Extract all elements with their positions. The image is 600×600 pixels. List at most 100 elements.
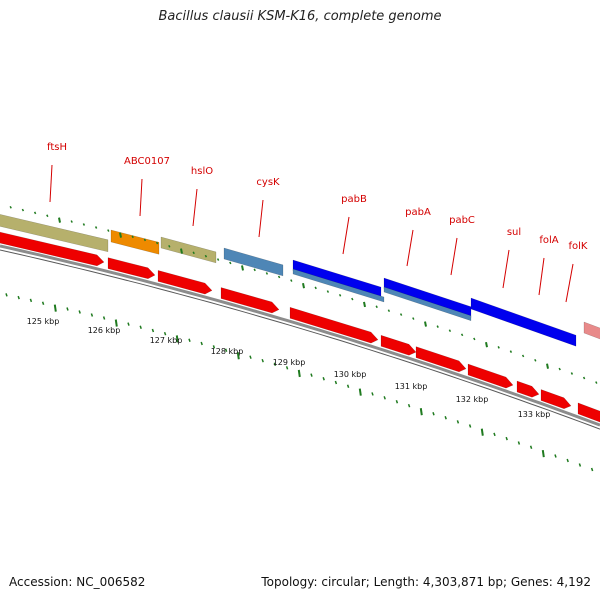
scale-tick [21,208,25,212]
scale-tick [70,220,73,223]
scale-tick [590,467,594,472]
kbp-axis-label: 133 kbp [518,410,551,419]
kbp-axis-label: 126 kbp [88,326,121,335]
cds-arrow [415,346,467,373]
gene-label: folK [569,241,588,252]
scale-tick [78,310,81,314]
gene-label: cysK [256,177,280,188]
scale-tick [175,335,179,343]
scale-tick [460,333,464,337]
scale-tick [180,248,183,254]
scale-tick [432,411,435,416]
scale-tick [168,244,171,248]
scale-tick [9,205,12,209]
scale-tick [399,313,403,316]
scale-tick [424,321,427,327]
gene-pointer-line [192,188,198,227]
scale-tick [456,420,460,424]
scale-tick [534,358,537,362]
scale-tick [326,290,330,293]
gene-pointer-line [565,263,574,303]
scale-tick [521,354,525,358]
gene-pointer-line [49,164,53,203]
scale-tick [546,363,549,369]
scale-tick [273,362,277,366]
scale-tick [82,223,86,226]
scale-tick [224,348,228,353]
scale-tick [53,304,57,312]
feature-bar [110,229,160,255]
gene-pointer-line [342,216,350,255]
scale-tick [94,226,98,229]
gene-label: pabC [449,215,475,226]
gene-pointer-line [538,257,545,296]
scale-tick [119,232,122,238]
scale-tick [200,341,203,346]
gene-label: ftsH [47,142,67,153]
scale-tick [566,458,569,463]
scale-tick [265,272,269,275]
scale-tick [216,258,220,261]
scale-tick [285,366,289,370]
cds-arrow [107,257,156,280]
scale-tick [261,358,264,363]
scale-tick [302,283,305,289]
scale-tick [444,416,447,420]
scale-tick [163,331,167,336]
kbp-axis-label: 128 kbp [211,347,244,356]
scale-tick [151,328,155,333]
scale-tick [395,399,399,404]
scale-tick [139,325,142,330]
kbp-axis-label: 127 kbp [150,336,183,345]
cds-arrow [467,363,514,389]
cds-arrow [577,402,600,423]
scale-tick [517,441,521,445]
scale-tick [493,432,496,437]
scale-tick [192,251,195,255]
scale-tick [90,313,94,317]
gene-label: pabA [405,207,431,218]
scale-tick [41,301,45,305]
gene-pointer-line [450,237,458,276]
gene-pointer-line [139,178,143,217]
kbp-axis-label: 125 kbp [27,317,60,326]
gene-label: ABC0107 [124,156,170,167]
feature-bar [0,214,109,253]
cds-arrow [540,389,572,410]
accession-text: Accession: NC_006582 [9,575,146,589]
scale-tick [102,316,106,320]
scale-tick [448,329,452,333]
scale-tick [338,293,342,297]
gene-pointer-line [502,249,510,289]
scale-tick [241,265,244,271]
cds-arrow [289,306,379,344]
scale-tick [554,454,557,458]
scale-tick [297,369,301,378]
gene-label: folA [539,235,558,246]
scale-tick [497,346,500,349]
scale-tick [529,445,533,450]
gene-label: hslO [191,166,213,177]
feature-bar [470,297,577,347]
scale-tick [322,377,325,381]
backbone-line [0,244,600,427]
backbone-line [0,249,600,430]
scale-tick [371,392,374,396]
scale-tick [107,229,110,232]
cds-arrow [220,287,280,314]
scale-tick [310,373,313,377]
kbp-axis-label: 130 kbp [334,370,367,379]
scale-tick [17,295,20,300]
map-title: Bacillus clausii KSM-K16, complete genom… [158,9,442,24]
scale-tick [468,424,472,428]
kbp-axis-label: 129 kbp [273,358,306,367]
scale-tick [204,254,208,258]
feature-bar [160,236,217,264]
scale-tick [351,297,354,301]
feature-bar [383,286,472,322]
feature-bar [292,268,385,303]
scale-tick [114,319,118,327]
gene-pointer-line [258,199,264,238]
